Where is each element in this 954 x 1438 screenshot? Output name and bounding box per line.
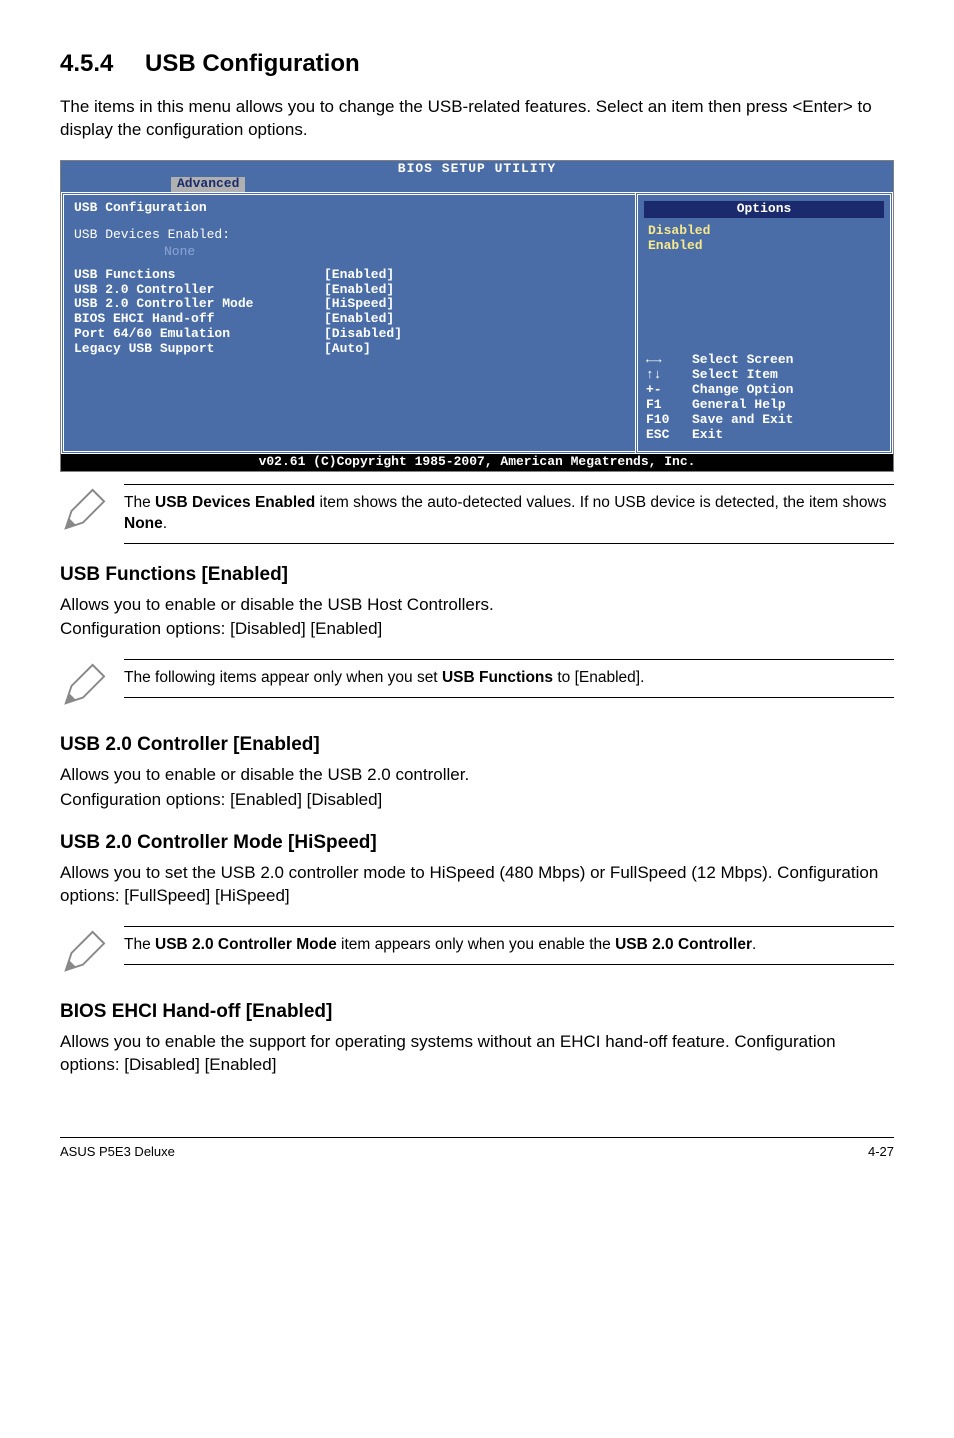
bios-setting-row[interactable]: BIOS EHCI Hand-off[Enabled] [74, 312, 625, 327]
bios-help-label: Exit [692, 428, 723, 443]
pencil-note-icon [60, 484, 106, 539]
bios-help-row: ↑↓Select Item [646, 368, 882, 383]
bios-tab-row: Advanced [61, 177, 893, 192]
bios-help-row: +-Change Option [646, 383, 882, 398]
bios-setting-key: USB Functions [74, 268, 324, 283]
bios-devices-value: None [74, 245, 625, 260]
bios-help-row: ←→Select Screen [646, 353, 882, 368]
bios-left-pane: USB Configuration USB Devices Enabled: N… [61, 192, 635, 454]
note-usb-functions-enabled: The following items appear only when you… [60, 659, 894, 714]
bios-titlebar: BIOS SETUP UTILITY [61, 161, 893, 177]
bios-devices-label: USB Devices Enabled: [74, 228, 625, 243]
bios-help-label: Change Option [692, 383, 793, 398]
bios-setting-value: [Enabled] [324, 283, 394, 298]
bios-tab-advanced[interactable]: Advanced [171, 177, 245, 192]
bios-help-key: ↑↓ [646, 368, 692, 383]
bios-options-title: Options [644, 201, 884, 218]
bios-help-key: +- [646, 383, 692, 398]
bios-option[interactable]: Disabled [648, 224, 884, 239]
bios-setting-key: Legacy USB Support [74, 342, 324, 357]
bios-setting-key: Port 64/60 Emulation [74, 327, 324, 342]
heading-usb20-controller: USB 2.0 Controller [Enabled] [60, 734, 894, 756]
bios-setting-key: USB 2.0 Controller [74, 283, 324, 298]
bios-setting-value: [Enabled] [324, 312, 394, 327]
usb-functions-p1: Allows you to enable or disable the USB … [60, 594, 894, 617]
usb20-controller-p1: Allows you to enable or disable the USB … [60, 764, 894, 787]
note-text: The following items appear only when you… [124, 659, 894, 698]
heading-usb20-mode: USB 2.0 Controller Mode [HiSpeed] [60, 832, 894, 854]
footer-left: ASUS P5E3 Deluxe [60, 1144, 175, 1159]
note-usb20-controller-mode: The USB 2.0 Controller Mode item appears… [60, 926, 894, 981]
note-text: The USB Devices Enabled item shows the a… [124, 484, 894, 544]
bios-copyright: v02.61 (C)Copyright 1985-2007, American … [61, 454, 893, 471]
note-text: The USB 2.0 Controller Mode item appears… [124, 926, 894, 965]
bios-help-row: F1General Help [646, 398, 882, 413]
pencil-note-icon [60, 926, 106, 981]
section-number: 4.5.4 [60, 50, 145, 78]
usb20-mode-p: Allows you to set the USB 2.0 controller… [60, 862, 894, 908]
pencil-note-icon [60, 659, 106, 714]
note-usb-devices-enabled: The USB Devices Enabled item shows the a… [60, 484, 894, 544]
ehci-handoff-p: Allows you to enable the support for ope… [60, 1031, 894, 1077]
bios-setting-key: USB 2.0 Controller Mode [74, 297, 324, 312]
bios-setting-row[interactable]: USB 2.0 Controller[Enabled] [74, 283, 625, 298]
bios-help-label: Select Item [692, 368, 778, 383]
heading-ehci-handoff: BIOS EHCI Hand-off [Enabled] [60, 1001, 894, 1023]
bios-option[interactable]: Enabled [648, 239, 884, 254]
usb-functions-p2: Configuration options: [Disabled] [Enabl… [60, 618, 894, 641]
bios-setting-row[interactable]: Legacy USB Support[Auto] [74, 342, 625, 357]
bios-help-label: Save and Exit [692, 413, 793, 428]
bios-screenshot: BIOS SETUP UTILITY Advanced USB Configur… [60, 160, 894, 472]
bios-help-key: ESC [646, 428, 692, 443]
bios-help-key: F1 [646, 398, 692, 413]
usb20-controller-p2: Configuration options: [Enabled] [Disabl… [60, 789, 894, 812]
bios-setting-value: [Disabled] [324, 327, 402, 342]
heading-usb-functions: USB Functions [Enabled] [60, 564, 894, 586]
bios-setting-row[interactable]: USB Functions[Enabled] [74, 268, 625, 283]
bios-help-key: ←→ [646, 353, 692, 368]
bios-right-pane: Options DisabledEnabled ←→Select Screen↑… [635, 192, 893, 454]
section-title-text: USB Configuration [145, 50, 360, 77]
bios-setting-value: [HiSpeed] [324, 297, 394, 312]
intro-paragraph: The items in this menu allows you to cha… [60, 96, 894, 142]
page-footer: ASUS P5E3 Deluxe 4-27 [60, 1137, 894, 1159]
bios-setting-row[interactable]: USB 2.0 Controller Mode[HiSpeed] [74, 297, 625, 312]
bios-help-label: Select Screen [692, 353, 793, 368]
bios-help-row: ESCExit [646, 428, 882, 443]
bios-help-label: General Help [692, 398, 786, 413]
bios-setting-value: [Enabled] [324, 268, 394, 283]
section-heading: 4.5.4USB Configuration [60, 50, 894, 78]
bios-help-row: F10Save and Exit [646, 413, 882, 428]
bios-setting-value: [Auto] [324, 342, 371, 357]
bios-config-heading: USB Configuration [74, 201, 625, 216]
bios-setting-row[interactable]: Port 64/60 Emulation[Disabled] [74, 327, 625, 342]
bios-setting-key: BIOS EHCI Hand-off [74, 312, 324, 327]
footer-right: 4-27 [868, 1144, 894, 1159]
bios-help-key: F10 [646, 413, 692, 428]
